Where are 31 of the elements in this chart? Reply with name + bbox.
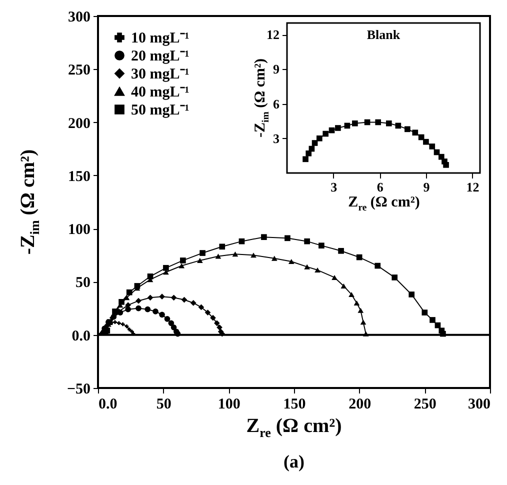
x-tick-label: 150 <box>283 396 306 412</box>
y-tick-label: 50 <box>76 275 90 292</box>
x-axis-title: Z$_{re}$ (Ω cm²) <box>246 415 342 441</box>
x-tick-label: 12 <box>466 180 480 194</box>
y-tick-label: 12 <box>266 27 280 42</box>
text: (a) <box>284 452 304 472</box>
legend-label: 20 mgL⁻¹ <box>131 48 190 64</box>
x-tick-label: 3 <box>330 180 338 194</box>
y-tick-label: −50 <box>66 382 90 398</box>
y-tick-label: 100 <box>68 222 90 238</box>
x-axis-title: Z$_{re}$ (Ω cm²) <box>348 194 420 214</box>
x-tick-label: 100 <box>218 396 240 412</box>
x-tick-label: 9 <box>423 180 430 194</box>
legend-label: 50 mgL⁻¹ <box>131 102 190 118</box>
x-tick-label: 6 <box>376 180 384 194</box>
x-tick-label: 50 <box>156 396 172 412</box>
x-tick-label: 200 <box>348 396 372 412</box>
legend-label: 30 mgL⁻¹ <box>131 66 190 82</box>
x-tick-label: 300 <box>468 396 490 412</box>
y-tick-label: 200 <box>68 116 90 132</box>
y-tick-label: 9 <box>273 62 280 77</box>
chart-title: Blank <box>366 27 400 43</box>
y-tick-label: 300 <box>68 10 90 26</box>
legend-label: 10 mgL⁻¹ <box>131 30 190 46</box>
x-tick-label: 250 <box>414 396 436 412</box>
y-tick-label: 6 <box>273 96 280 112</box>
y-tick-label: 3 <box>273 130 280 146</box>
y-tick-label: 250 <box>68 62 90 79</box>
y-tick-label: 0.0 <box>72 328 90 344</box>
x-tick-label: 0.0 <box>98 396 118 412</box>
legend-label: 40 mgL⁻¹ <box>131 84 190 100</box>
